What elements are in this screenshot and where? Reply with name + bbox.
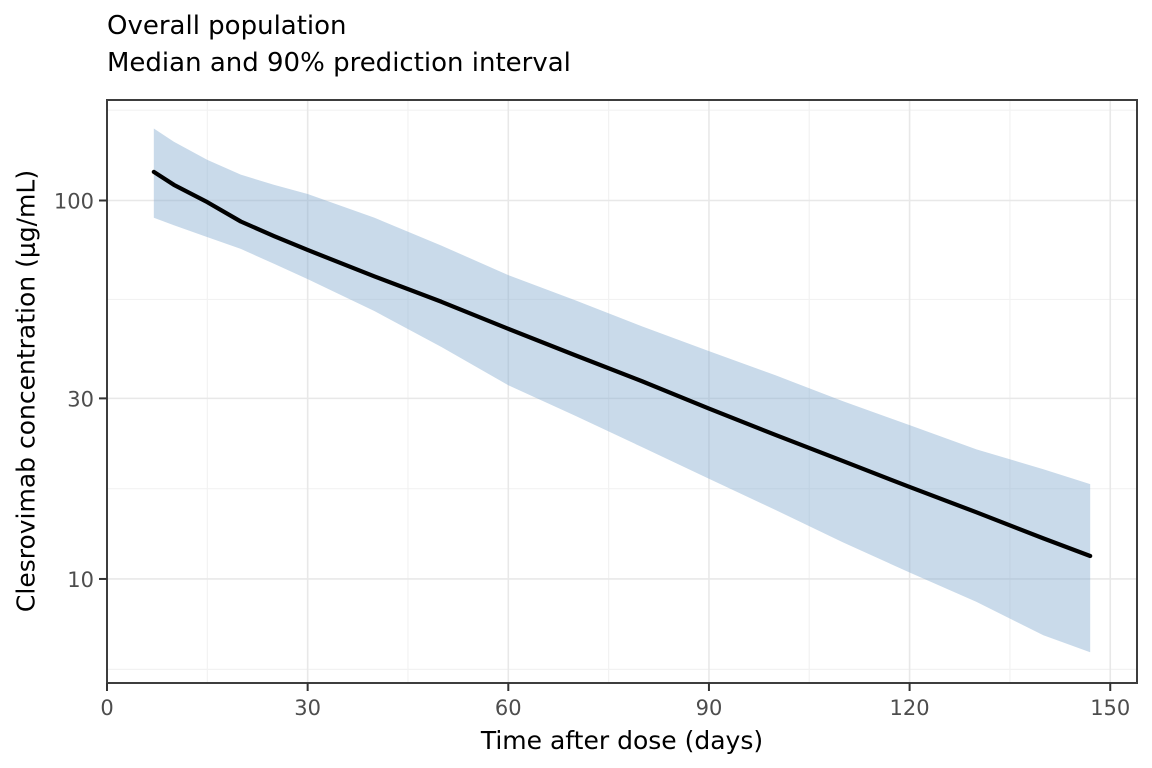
panel-border [106,99,1138,684]
y-tick-label: 100 [54,189,94,213]
chart-title-line1: Overall population [107,11,347,41]
y-tick-label: 30 [67,387,94,411]
x-tick-label: 0 [100,696,113,720]
y-tick-label: 10 [67,568,94,592]
chart-title-line2: Median and 90% prediction interval [107,48,571,78]
prediction-interval-ribbon [153,128,1091,653]
x-tick-label: 30 [294,696,321,720]
x-tick-label: 90 [696,696,723,720]
x-tick-label: 120 [890,696,930,720]
x-tick-label: 150 [1090,696,1130,720]
x-tick-label: 60 [495,696,522,720]
x-axis-title: Time after dose (days) [480,726,764,755]
median-line [151,169,1093,559]
